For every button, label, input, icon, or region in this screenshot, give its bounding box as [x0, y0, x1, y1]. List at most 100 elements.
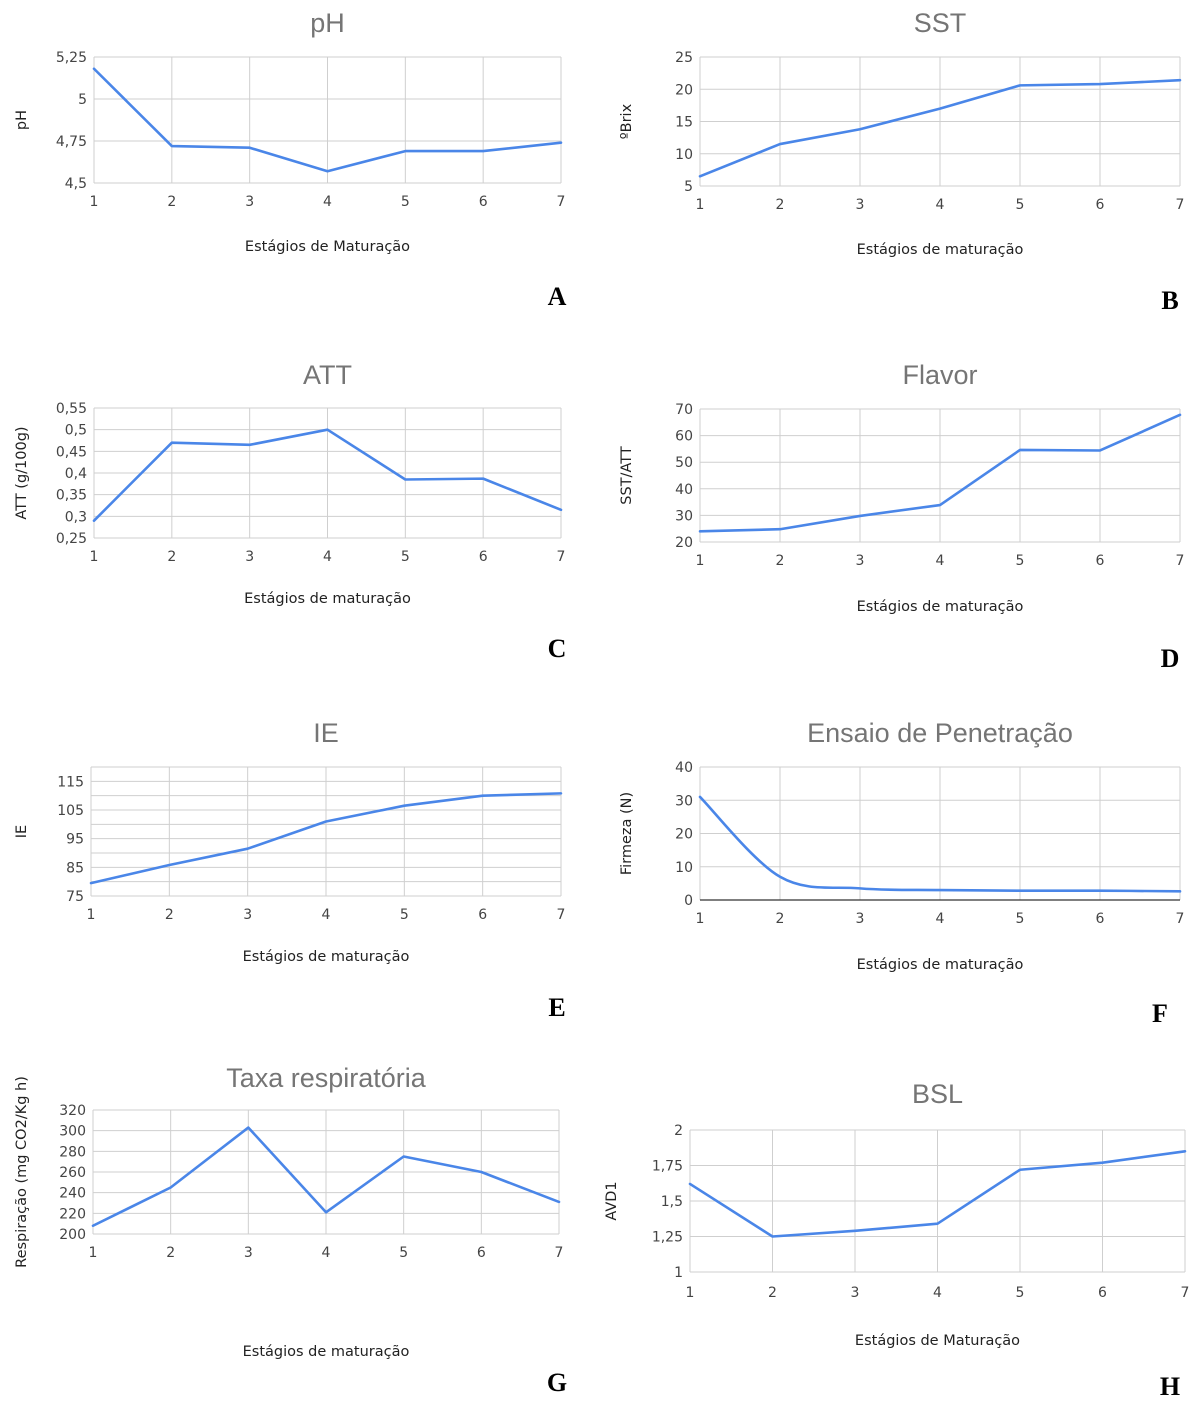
x-tick-label: 1 — [90, 549, 99, 565]
y-tick-label: 220 — [59, 1206, 86, 1222]
x-tick-label: 1 — [87, 907, 96, 923]
y-tick-label: 280 — [59, 1144, 86, 1160]
x-axis-label: Estágios de maturação — [244, 591, 411, 607]
y-tick-label: 260 — [59, 1165, 86, 1181]
y-tick-label: 1,25 — [652, 1230, 683, 1246]
y-tick-label: 0,3 — [65, 509, 87, 525]
x-tick-label: 2 — [776, 197, 785, 213]
y-tick-label: 320 — [59, 1103, 86, 1119]
panel-letter: E — [548, 993, 565, 1022]
x-tick-label: 6 — [479, 549, 488, 565]
x-tick-label: 1 — [90, 194, 99, 210]
y-tick-label: 60 — [675, 429, 693, 445]
x-axis-label: Estágios de maturação — [243, 1344, 410, 1360]
chart-panel-d: Flavor 20 30 40 50 60 70 1 2 3 4 5 6 7 Estágios de mat… — [619, 360, 1184, 673]
y-tick-label: 0,4 — [65, 466, 87, 482]
x-tick-label: 7 — [555, 1245, 564, 1261]
y-axis-label: IE — [14, 825, 30, 838]
chart-title: SST — [914, 8, 967, 38]
y-axis-label: pH — [14, 110, 30, 130]
x-axis-label: Estágios de Maturação — [245, 239, 410, 255]
x-tick-label: 5 — [1016, 553, 1025, 569]
chart-title: ATT — [303, 360, 352, 390]
x-axis-label: Estágios de maturação — [243, 949, 410, 965]
x-tick-label: 6 — [1096, 197, 1105, 213]
y-tick-label: 1,5 — [661, 1194, 683, 1210]
x-tick-label: 7 — [1176, 911, 1185, 927]
panel-letter: D — [1161, 644, 1180, 673]
chart-panel-b: SST 5 10 15 20 25 1 2 3 4 5 6 7 Estágios de maturação… — [619, 8, 1184, 315]
x-tick-label: 4 — [323, 549, 332, 565]
x-tick-label: 6 — [1096, 911, 1105, 927]
x-tick-label: 5 — [400, 907, 409, 923]
x-tick-label: 3 — [856, 911, 865, 927]
y-tick-label: 240 — [59, 1186, 86, 1202]
x-tick-label: 2 — [165, 907, 174, 923]
x-tick-label: 5 — [401, 549, 410, 565]
x-tick-label: 5 — [399, 1245, 408, 1261]
chart-panel-a: pH 4,5 4,75 5 5,25 1 2 3 4 5 6 7 Estágios de Maturaç… — [14, 8, 567, 311]
x-tick-label: 6 — [477, 1245, 486, 1261]
chart-title: IE — [313, 718, 339, 748]
y-axis-label: Respiração (mg CO2/Kg h) — [14, 1076, 30, 1268]
y-axis-label: AVD1 — [604, 1181, 620, 1220]
x-tick-label: 3 — [851, 1285, 860, 1301]
y-tick-label: 0,45 — [56, 444, 87, 460]
panel-letter: C — [548, 634, 567, 663]
x-tick-label: 2 — [776, 553, 785, 569]
chart-title: Flavor — [902, 360, 977, 390]
chart-panel-c: ATT 0,25 0,3 0,35 0,4 0,45 0,5 0,55 1 2 3 4 5 6 7 Estág… — [14, 360, 566, 663]
x-axis-label: Estágios de Maturação — [855, 1333, 1020, 1349]
x-tick-label: 3 — [245, 194, 254, 210]
x-axis-label: Estágios de maturação — [857, 599, 1024, 615]
x-tick-label: 4 — [936, 197, 945, 213]
y-axis-label: ATT (g/100g) — [14, 426, 30, 519]
y-tick-label: 2 — [674, 1123, 683, 1139]
y-tick-label: 5,25 — [56, 50, 87, 66]
y-tick-label: 1 — [674, 1265, 683, 1281]
y-tick-label: 40 — [675, 482, 693, 498]
x-tick-label: 7 — [557, 907, 566, 923]
x-tick-label: 1 — [89, 1245, 98, 1261]
x-tick-label: 6 — [1096, 553, 1105, 569]
x-tick-label: 4 — [322, 1245, 331, 1261]
y-tick-label: 115 — [57, 774, 84, 790]
y-tick-label: 10 — [675, 147, 693, 163]
chart-panel-e: IE 75 85 95 105 115 1 2 3 4 5 6 7 Estágios de maturaç… — [14, 718, 566, 1022]
x-tick-label: 5 — [401, 194, 410, 210]
x-tick-label: 7 — [557, 194, 566, 210]
x-tick-label: 4 — [936, 553, 945, 569]
y-tick-label: 0,55 — [56, 401, 87, 417]
x-tick-label: 4 — [936, 911, 945, 927]
y-tick-label: 0,5 — [65, 423, 87, 439]
x-tick-label: 1 — [696, 911, 705, 927]
y-tick-label: 30 — [675, 508, 693, 524]
chart-title: Ensaio de Penetração — [807, 718, 1073, 748]
y-axis-label: Firmeza (N) — [619, 792, 635, 875]
x-tick-label: 1 — [696, 553, 705, 569]
y-tick-label: 40 — [675, 760, 693, 776]
y-tick-label: 0,25 — [56, 531, 87, 547]
y-tick-label: 300 — [59, 1124, 86, 1140]
x-tick-label: 3 — [244, 1245, 253, 1261]
x-tick-label: 2 — [768, 1285, 777, 1301]
y-tick-label: 4,75 — [56, 134, 87, 150]
x-tick-label: 1 — [686, 1285, 695, 1301]
chart-title: Taxa respiratória — [226, 1063, 427, 1093]
y-tick-label: 0,35 — [56, 488, 87, 504]
y-tick-label: 85 — [66, 860, 84, 876]
x-tick-label: 1 — [696, 197, 705, 213]
y-tick-label: 1,75 — [652, 1159, 683, 1175]
x-tick-label: 2 — [166, 1245, 175, 1261]
x-tick-label: 4 — [933, 1285, 942, 1301]
x-tick-label: 3 — [856, 197, 865, 213]
x-tick-label: 2 — [167, 194, 176, 210]
y-tick-label: 5 — [78, 92, 87, 108]
chart-title: pH — [310, 8, 345, 38]
y-tick-label: 20 — [675, 82, 693, 98]
x-tick-label: 6 — [1098, 1285, 1107, 1301]
x-tick-label: 5 — [1016, 911, 1025, 927]
chart-panel-h: BSL 1 1,25 1,5 1,75 2 1 2 3 4 5 6 7 Estágios de Matur… — [604, 1079, 1189, 1401]
series-line-f — [698, 795, 1182, 893]
